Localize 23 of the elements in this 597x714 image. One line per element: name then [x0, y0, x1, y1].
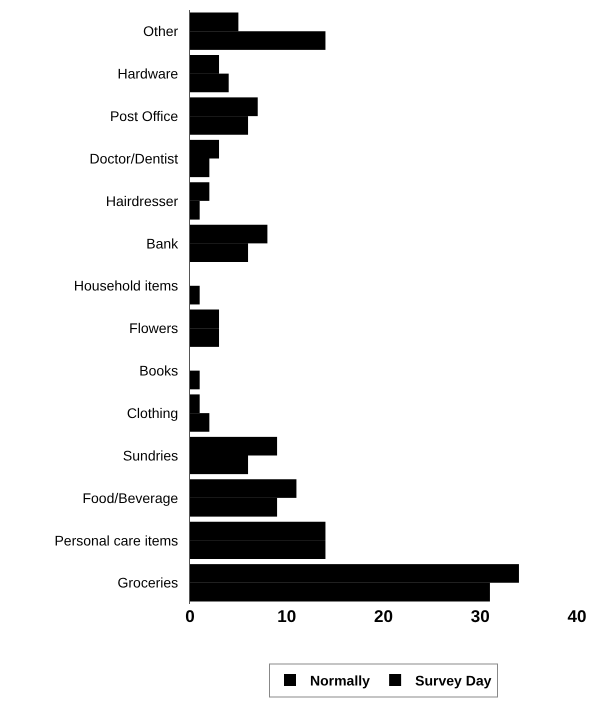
- y-tick-label: Clothing: [126, 404, 178, 421]
- y-tick-label: Post Office: [110, 108, 178, 124]
- y-tick-label: Flowers: [129, 320, 178, 336]
- y-tick-label: Hairdresser: [106, 192, 179, 209]
- y-tick-label: Doctor/Dentist: [89, 150, 178, 166]
- y-tick-label: Hardware: [117, 66, 178, 82]
- y-tick-label: Groceries: [118, 574, 178, 591]
- y-tick-label: Other: [143, 23, 179, 40]
- legend-label: Survey Day: [415, 672, 492, 688]
- legend-label: Normally: [310, 672, 370, 688]
- x-tick-label: 30: [470, 607, 490, 626]
- x-tick-label: 40: [568, 607, 586, 626]
- bar: [190, 286, 200, 304]
- x-tick-label: 0: [185, 607, 195, 626]
- y-tick-label: Personal care items: [54, 532, 178, 548]
- y-tick-label: Sundries: [122, 447, 178, 464]
- y-tick-label: Books: [139, 362, 178, 379]
- y-tick-label: Bank: [146, 235, 180, 252]
- y-tick-label: Food/Beverage: [82, 490, 178, 506]
- x-tick-label: 20: [374, 607, 393, 626]
- x-tick-label: 10: [277, 607, 296, 626]
- y-tick-label: Household items: [74, 278, 178, 294]
- bar: [190, 370, 200, 390]
